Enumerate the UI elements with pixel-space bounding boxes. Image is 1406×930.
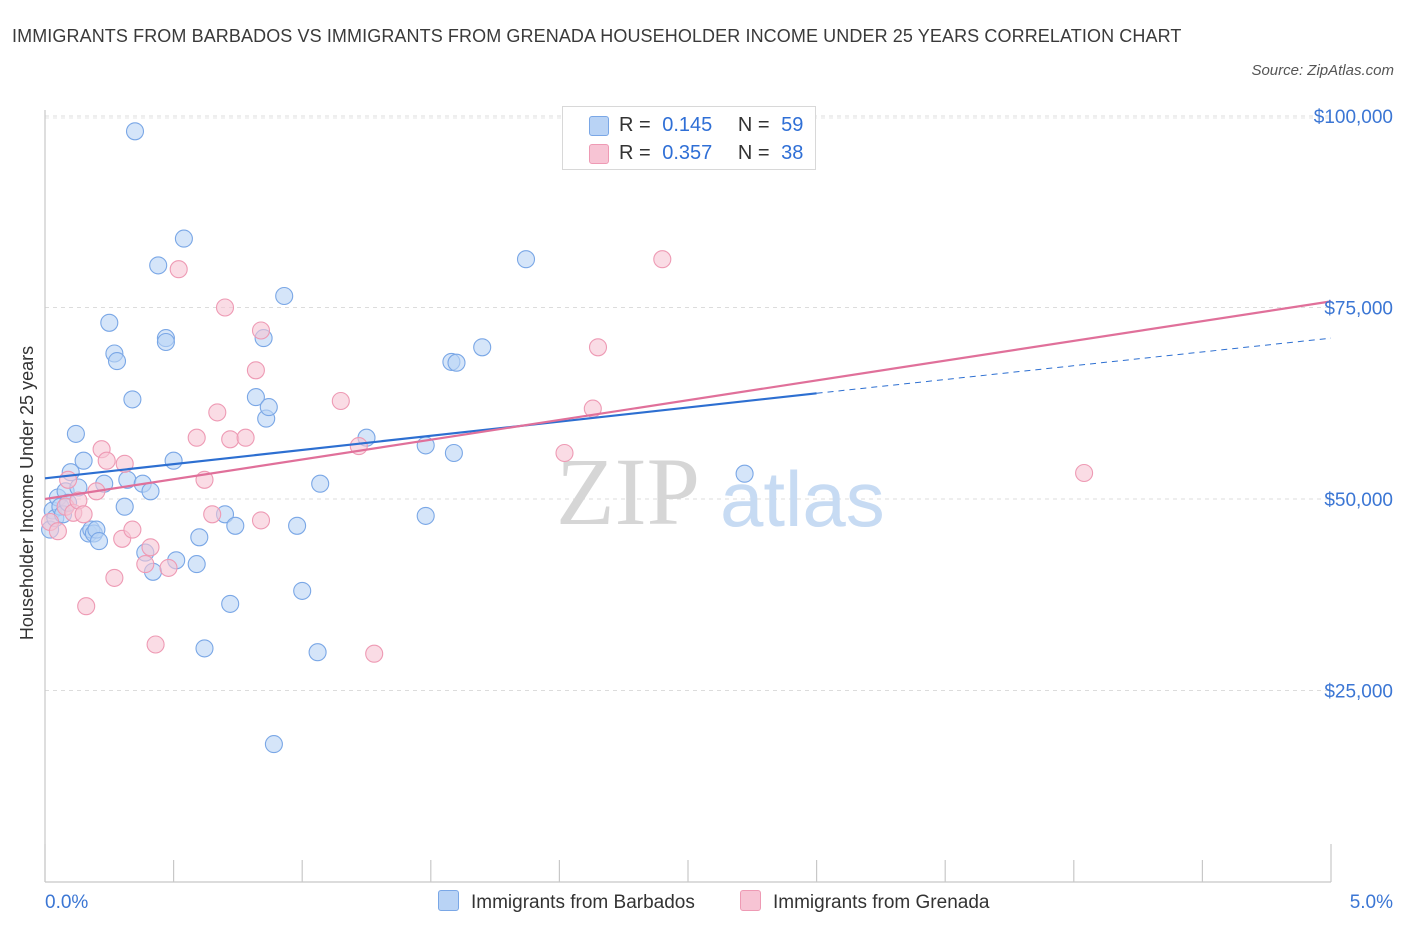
barbados-point bbox=[66, 424, 85, 443]
barbados-legend-label: Immigrants from Barbados bbox=[471, 892, 695, 913]
barbados-point bbox=[141, 482, 160, 501]
grenada-point bbox=[77, 597, 96, 616]
barbados-point bbox=[226, 516, 245, 535]
barbados-point bbox=[174, 229, 193, 248]
grenada-point bbox=[365, 644, 384, 663]
barbados-point bbox=[221, 594, 240, 613]
grenada-point bbox=[48, 522, 67, 541]
grenada-point bbox=[251, 511, 271, 530]
barbados-n-value: 59 bbox=[781, 114, 804, 136]
barbados-swatch bbox=[589, 116, 609, 136]
y-tick-label: $50,000 bbox=[1324, 490, 1393, 511]
barbados-point bbox=[311, 474, 330, 493]
barbados-point bbox=[195, 639, 214, 658]
barbados-point bbox=[246, 388, 265, 407]
grenada-point bbox=[169, 260, 188, 279]
y-tick-label: $75,000 bbox=[1324, 299, 1393, 320]
barbados-point bbox=[288, 516, 307, 535]
barbados-point bbox=[735, 464, 754, 483]
legend-item-grenada: Immigrants from Grenada bbox=[740, 890, 989, 914]
barbados-point bbox=[149, 256, 168, 275]
barbados-point bbox=[156, 332, 175, 352]
barbados-point bbox=[123, 390, 142, 409]
grenada-point bbox=[123, 520, 142, 539]
grenada-point bbox=[159, 558, 178, 577]
data-points bbox=[41, 122, 1094, 754]
barbados-point bbox=[259, 398, 278, 417]
grenada-point bbox=[588, 338, 608, 357]
r-label: R = bbox=[619, 114, 651, 136]
source-label: Source: ZipAtlas.com bbox=[1251, 62, 1394, 79]
grenada-point bbox=[215, 298, 235, 317]
grenada-point bbox=[97, 451, 116, 470]
grenada-point bbox=[331, 391, 350, 411]
grenada-legend-label: Immigrants from Grenada bbox=[773, 892, 990, 913]
grenada-point bbox=[1075, 463, 1094, 483]
grenada-point bbox=[59, 470, 78, 489]
barbados-point bbox=[308, 643, 327, 662]
grenada-point bbox=[236, 428, 255, 447]
barbados-legend-swatch bbox=[438, 890, 459, 911]
y-axis-label: Householder Income Under 25 years bbox=[17, 346, 37, 640]
y-tick-label: $25,000 bbox=[1324, 682, 1393, 703]
grenada-point bbox=[208, 403, 227, 422]
grenada-r-value: 0.357 bbox=[662, 142, 713, 164]
barbados-point bbox=[473, 338, 492, 357]
barbados-trend-line bbox=[44, 392, 817, 480]
grenada-point bbox=[221, 430, 240, 449]
barbados-point bbox=[125, 122, 145, 141]
barbados-point bbox=[416, 506, 435, 525]
tick-labels: $25,000 $50,000 $75,000 $100,000 0.0% 5.0% bbox=[45, 107, 1393, 913]
barbados-point bbox=[89, 532, 109, 551]
grenada-point bbox=[136, 555, 155, 574]
grenada-point bbox=[146, 635, 165, 654]
x-tick-label: 0.0% bbox=[45, 892, 88, 913]
stats-legend: R = 0.145 N = 59 R = 0.357 N = 38 bbox=[562, 106, 816, 170]
n-label: N = bbox=[737, 142, 770, 164]
grenada-point bbox=[555, 443, 574, 463]
watermark: ZIP atlas bbox=[556, 438, 885, 545]
trend-lines bbox=[44, 300, 1332, 501]
barbados-point bbox=[444, 443, 463, 463]
grenada-trend-line bbox=[44, 300, 1332, 501]
barbados-point bbox=[190, 528, 209, 547]
barbados-point bbox=[187, 555, 206, 574]
grenada-legend-swatch bbox=[740, 890, 761, 911]
x-tick-label: 5.0% bbox=[1350, 892, 1393, 913]
grenada-point bbox=[187, 428, 206, 447]
y-tick-label: $100,000 bbox=[1314, 107, 1393, 128]
barbados-point bbox=[293, 581, 312, 600]
barbados-point bbox=[74, 451, 93, 470]
n-label: N = bbox=[737, 114, 770, 136]
barbados-point bbox=[264, 735, 283, 754]
grenada-swatch bbox=[589, 144, 609, 164]
barbados-point bbox=[164, 451, 183, 470]
r-label: R = bbox=[619, 142, 651, 164]
grenada-point bbox=[105, 568, 124, 587]
barbados-trend-extension bbox=[816, 337, 1332, 394]
barbados-point bbox=[447, 353, 466, 372]
grenada-point bbox=[251, 321, 271, 340]
barbados-point bbox=[516, 250, 536, 269]
grenada-point bbox=[203, 505, 222, 524]
grenada-n-value: 38 bbox=[781, 142, 804, 164]
axes bbox=[44, 110, 1332, 883]
grenada-point bbox=[653, 250, 672, 269]
grenada-point bbox=[74, 505, 93, 524]
legend-item-barbados: Immigrants from Barbados bbox=[438, 890, 695, 914]
barbados-point bbox=[275, 286, 294, 306]
barbados-r-value: 0.145 bbox=[662, 114, 713, 136]
grenada-point bbox=[246, 361, 265, 380]
watermark-zip: ZIP bbox=[556, 438, 700, 545]
barbados-point bbox=[107, 352, 127, 371]
barbados-point bbox=[100, 313, 119, 332]
barbados-point bbox=[115, 497, 134, 516]
grenada-point bbox=[141, 538, 160, 557]
chart-title: IMMIGRANTS FROM BARBADOS VS IMMIGRANTS F… bbox=[12, 26, 1182, 46]
